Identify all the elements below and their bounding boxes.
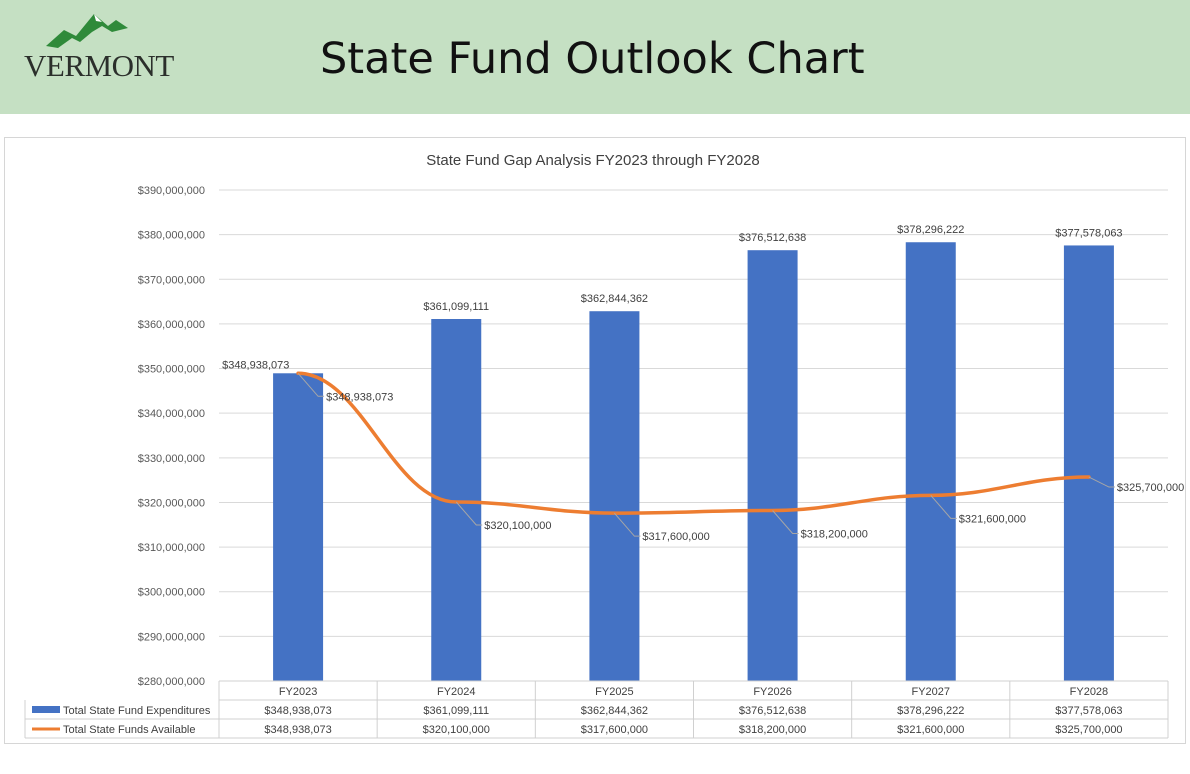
vermont-logo: VERMONT bbox=[24, 8, 174, 88]
table-cell-value: $376,512,638 bbox=[739, 705, 806, 717]
y-tick-label: $280,000,000 bbox=[138, 676, 205, 688]
expenditure-bar bbox=[273, 373, 324, 681]
table-cell-value: $378,296,222 bbox=[897, 705, 964, 717]
page-title: State Fund Outlook Chart bbox=[320, 34, 865, 84]
table-cell-value: $320,100,000 bbox=[423, 724, 490, 736]
line-value-label: $320,100,000 bbox=[484, 520, 551, 532]
line-value-label: $318,200,000 bbox=[801, 528, 868, 540]
chart-frame: State Fund Gap Analysis FY2023 through F… bbox=[4, 137, 1186, 744]
bar-data-labels: $361,099,111 $362,844,362 $376,512,638 $378… bbox=[222, 224, 1122, 371]
line-value-label: $321,600,000 bbox=[959, 513, 1026, 525]
line-series bbox=[296, 371, 1091, 515]
expenditure-bar bbox=[1063, 245, 1114, 681]
bar-value-label: $378,296,222 bbox=[897, 224, 964, 236]
table-cell-value: $348,938,073 bbox=[264, 705, 331, 717]
chart-svg: State Fund Gap Analysis FY2023 through F… bbox=[24, 152, 1184, 739]
y-tick-label: $320,000,000 bbox=[138, 497, 205, 509]
leader-line bbox=[297, 372, 325, 397]
x-category-label: FY2026 bbox=[753, 686, 792, 698]
y-tick-label: $340,000,000 bbox=[138, 408, 205, 420]
legend-series-name: Total State Funds Available bbox=[63, 724, 196, 736]
table-cell-value: $361,099,111 bbox=[423, 705, 489, 717]
table-cell-value: $362,844,362 bbox=[581, 705, 648, 717]
leader-line bbox=[455, 501, 483, 526]
x-category-label: FY2027 bbox=[911, 686, 950, 698]
y-axis-labels: $280,000,000 $290,000,000 $300,000,000 $310… bbox=[138, 185, 205, 688]
y-tick-label: $330,000,000 bbox=[138, 453, 205, 465]
x-category-label: FY2024 bbox=[437, 686, 476, 698]
table-cell-value: $325,700,000 bbox=[1055, 724, 1122, 736]
y-tick-label: $310,000,000 bbox=[138, 542, 205, 554]
bar-value-label: $361,099,111 bbox=[423, 301, 489, 313]
x-category-label: FY2025 bbox=[595, 686, 634, 698]
y-tick-label: $370,000,000 bbox=[138, 274, 205, 286]
legend-swatch-bar bbox=[32, 706, 60, 713]
chart-title: State Fund Gap Analysis FY2023 through F… bbox=[426, 152, 760, 169]
bar-series bbox=[273, 242, 1114, 682]
mountain-icon bbox=[46, 14, 128, 48]
x-category-label: FY2028 bbox=[1070, 686, 1109, 698]
grid-lines bbox=[219, 189, 1168, 682]
bar-value-label: $377,578,063 bbox=[1055, 227, 1122, 239]
y-tick-label: $290,000,000 bbox=[138, 631, 205, 643]
data-table: FY2023 FY2024 FY2025 FY2026 FY2027 FY2028 Tota… bbox=[24, 680, 1169, 739]
table-cell-value: $318,200,000 bbox=[739, 724, 806, 736]
y-tick-label: $360,000,000 bbox=[138, 319, 205, 331]
legend-series-name: Total State Fund Expenditures bbox=[63, 705, 211, 717]
available-funds-line bbox=[296, 371, 1091, 515]
table-cell-value: $348,938,073 bbox=[264, 724, 331, 736]
expenditure-bar bbox=[905, 242, 956, 682]
table-cell-value: $321,600,000 bbox=[897, 724, 964, 736]
line-value-label: $325,700,000 bbox=[1117, 482, 1184, 494]
bar-value-label: $348,938,073 bbox=[222, 359, 289, 371]
y-tick-label: $380,000,000 bbox=[138, 230, 205, 242]
expenditure-bar bbox=[747, 250, 798, 681]
y-tick-label: $350,000,000 bbox=[138, 364, 205, 376]
bar-value-label: $376,512,638 bbox=[739, 232, 806, 244]
bar-value-label: $362,844,362 bbox=[581, 293, 648, 305]
leader-line bbox=[614, 512, 641, 537]
leader-line bbox=[930, 494, 957, 519]
table-cell-value: $317,600,000 bbox=[581, 724, 648, 736]
y-tick-label: $300,000,000 bbox=[138, 587, 205, 599]
table-cell-value: $377,578,063 bbox=[1055, 705, 1122, 717]
line-data-labels: $348,938,073 $320,100,000 $317,600,000 $318… bbox=[297, 372, 1184, 543]
logo-wordmark: VERMONT bbox=[24, 48, 174, 83]
header-banner: VERMONT State Fund Outlook Chart bbox=[0, 0, 1190, 114]
leader-line bbox=[772, 510, 799, 534]
leader-line bbox=[1088, 476, 1115, 488]
line-value-label: $348,938,073 bbox=[326, 391, 393, 403]
y-tick-label: $390,000,000 bbox=[138, 185, 205, 197]
expenditure-bar bbox=[589, 311, 640, 681]
x-category-label: FY2023 bbox=[279, 686, 318, 698]
line-value-label: $317,600,000 bbox=[642, 531, 709, 543]
